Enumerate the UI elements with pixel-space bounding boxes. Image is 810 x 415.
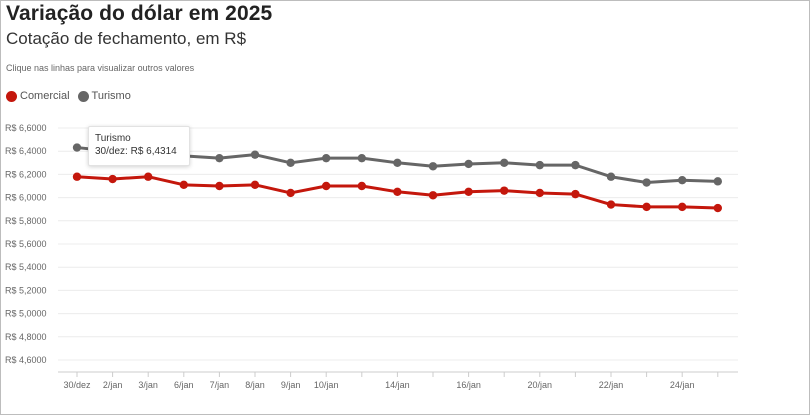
x-tick-label: 9/jan bbox=[281, 380, 301, 390]
x-tick-label: 20/jan bbox=[528, 380, 553, 390]
chart-title: Variação do dólar em 2025 bbox=[6, 2, 273, 25]
x-tick-label: 7/jan bbox=[210, 380, 230, 390]
legend-item-comercial[interactable]: Comercial bbox=[6, 90, 70, 102]
y-tick-label: R$ 4,6000 bbox=[5, 355, 47, 365]
data-point-turismo[interactable] bbox=[215, 153, 224, 163]
data-point-comercial[interactable] bbox=[108, 174, 117, 184]
tooltip-label: 30/dez: bbox=[95, 146, 128, 157]
data-point-turismo[interactable] bbox=[72, 143, 82, 152]
y-tick-label: R$ 6,4000 bbox=[5, 146, 47, 156]
x-tick-label: 22/jan bbox=[599, 380, 624, 390]
legend-label-turismo: Turismo bbox=[91, 90, 131, 102]
tooltip-series: Turismo bbox=[95, 133, 131, 144]
y-tick-label: R$ 6,6000 bbox=[5, 123, 47, 133]
y-tick-label: R$ 5,8000 bbox=[5, 216, 47, 226]
y-tick-label: R$ 4,8000 bbox=[5, 332, 47, 342]
tooltip-value: R$ 6,4314 bbox=[130, 146, 177, 157]
data-point-comercial[interactable] bbox=[250, 180, 260, 190]
data-point-comercial[interactable] bbox=[500, 186, 509, 195]
x-tick-label: 2/jan bbox=[103, 380, 123, 390]
chart-legend: Comercial Turismo bbox=[6, 90, 139, 102]
data-point-turismo[interactable] bbox=[322, 153, 331, 163]
chart-hint: Clique nas linhas para visualizar outros… bbox=[6, 63, 195, 73]
data-point-comercial[interactable] bbox=[144, 172, 153, 181]
data-point-comercial[interactable] bbox=[357, 181, 366, 191]
data-point-comercial[interactable] bbox=[393, 187, 402, 196]
data-point-turismo[interactable] bbox=[286, 158, 295, 167]
x-tick-label: 30/dez bbox=[63, 380, 91, 390]
data-point-comercial[interactable] bbox=[535, 188, 544, 198]
y-tick-label: R$ 5,0000 bbox=[5, 309, 47, 319]
data-point-comercial[interactable] bbox=[286, 188, 295, 198]
legend-dot-turismo bbox=[77, 90, 89, 102]
data-point-comercial[interactable] bbox=[642, 202, 651, 212]
data-point-comercial[interactable] bbox=[678, 202, 687, 212]
data-point-comercial[interactable] bbox=[606, 200, 616, 209]
data-point-comercial[interactable] bbox=[72, 172, 82, 181]
data-point-turismo[interactable] bbox=[713, 177, 722, 186]
y-tick-label: R$ 5,6000 bbox=[5, 239, 47, 249]
y-tick-label: R$ 6,2000 bbox=[5, 169, 47, 179]
legend-item-turismo[interactable]: Turismo bbox=[77, 90, 131, 102]
data-point-comercial[interactable] bbox=[713, 203, 722, 213]
data-point-turismo[interactable] bbox=[357, 153, 366, 163]
y-tick-label: R$ 6,0000 bbox=[5, 193, 47, 203]
x-tick-label: 14/jan bbox=[385, 380, 410, 390]
data-point-turismo[interactable] bbox=[500, 158, 509, 167]
tooltip-value-row: 30/dez: R$ 6,4314 bbox=[95, 146, 183, 157]
tooltip: Turismo 30/dez: R$ 6,4314 bbox=[88, 126, 190, 166]
legend-label-comercial: Comercial bbox=[20, 90, 70, 102]
y-tick-label: R$ 5,2000 bbox=[5, 285, 47, 295]
chart-subtitle: Cotação de fechamento, em R$ bbox=[6, 29, 247, 48]
x-tick-label: 16/jan bbox=[456, 380, 481, 390]
data-point-turismo[interactable] bbox=[678, 176, 687, 185]
data-point-comercial[interactable] bbox=[179, 180, 188, 190]
x-tick-label: 10/jan bbox=[314, 380, 339, 390]
data-point-comercial[interactable] bbox=[571, 189, 580, 199]
x-tick-label: 3/jan bbox=[138, 380, 158, 390]
data-point-turismo[interactable] bbox=[428, 162, 438, 171]
data-point-turismo[interactable] bbox=[535, 160, 544, 170]
data-point-turismo[interactable] bbox=[250, 150, 260, 159]
data-point-turismo[interactable] bbox=[571, 160, 580, 170]
data-point-comercial[interactable] bbox=[428, 191, 438, 200]
data-point-comercial[interactable] bbox=[322, 181, 331, 191]
data-point-turismo[interactable] bbox=[393, 158, 402, 167]
data-point-comercial[interactable] bbox=[464, 187, 473, 196]
data-point-turismo[interactable] bbox=[464, 159, 473, 169]
y-tick-label: R$ 5,4000 bbox=[5, 262, 47, 272]
x-tick-label: 6/jan bbox=[174, 380, 194, 390]
legend-dot-comercial bbox=[6, 90, 17, 102]
data-point-turismo[interactable] bbox=[606, 172, 616, 181]
data-point-comercial[interactable] bbox=[215, 181, 224, 191]
x-tick-label: 8/jan bbox=[245, 380, 265, 390]
x-tick-label: 24/jan bbox=[670, 380, 695, 390]
data-point-turismo[interactable] bbox=[642, 178, 651, 187]
